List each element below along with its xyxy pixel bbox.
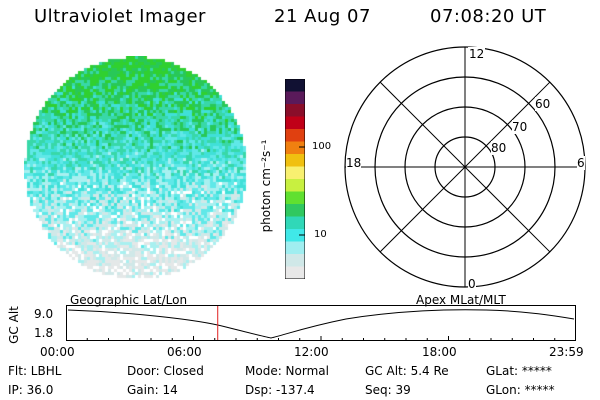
colorbar-tick-label-10: 10 xyxy=(314,229,327,240)
colorbar-cell xyxy=(285,154,305,167)
mlt-label-12: 12 xyxy=(468,47,486,61)
gc-alt-max-label: 9.0 xyxy=(34,307,54,321)
colorbar-cell xyxy=(285,191,305,205)
glon-readout: GLon: ***** xyxy=(486,383,555,397)
gc-alt-axis-label: GC Alt xyxy=(7,306,21,344)
polar-grid xyxy=(344,46,586,288)
colorbar-cell xyxy=(285,229,305,242)
colorbar-cell xyxy=(285,204,305,217)
apex-coords-label: Apex MLat/MLT xyxy=(416,293,506,307)
colorbar-cell xyxy=(285,104,305,117)
colorbar-unit-label: photon cm⁻²s⁻¹ xyxy=(259,139,273,233)
mlat-label-80: 80 xyxy=(491,141,507,155)
colorbar-cell xyxy=(285,129,305,142)
x-tick-2359: 23:59 xyxy=(549,345,584,359)
altitude-timeline xyxy=(66,305,576,341)
colorbar-cell xyxy=(285,79,305,92)
gc-alt-min-label: 1.8 xyxy=(34,326,54,340)
altitude-curve xyxy=(67,309,575,339)
gc-alt-readout: GC Alt: 5.4 Re xyxy=(365,364,449,378)
colorbar-cell xyxy=(285,241,305,255)
x-tick-0000: 00:00 xyxy=(40,345,75,359)
mlt-label-18: 18 xyxy=(346,156,362,170)
date-label: 21 Aug 07 xyxy=(274,6,371,27)
seq-readout: Seq: 39 xyxy=(365,383,411,397)
mlat-label-70: 70 xyxy=(512,120,528,134)
auroral-image xyxy=(24,56,248,280)
mlt-label-0: 0 xyxy=(468,277,476,291)
polar-meridian-diag-2 xyxy=(379,81,551,253)
dsp-readout: Dsp: -137.4 xyxy=(245,383,315,397)
x-tick-0600: 06:00 xyxy=(167,345,202,359)
instrument-title: Ultraviolet Imager xyxy=(34,6,206,27)
colorbar-cell xyxy=(285,266,305,279)
mode-readout: Mode: Normal xyxy=(245,364,329,378)
geographic-coords-label: Geographic Lat/Lon xyxy=(70,293,188,307)
colorbar-cell xyxy=(285,141,305,155)
colorbar-cell xyxy=(285,179,305,192)
colorbar xyxy=(285,79,305,279)
door-readout: Door: Closed xyxy=(127,364,204,378)
x-tick-1800: 18:00 xyxy=(422,345,457,359)
colorbar-cell xyxy=(285,254,305,267)
mlat-label-60: 60 xyxy=(535,97,551,111)
colorbar-tick-label-100: 100 xyxy=(312,141,332,152)
colorbar-cell xyxy=(285,216,305,230)
colorbar-cell xyxy=(285,91,305,105)
time-label: 07:08:20 UT xyxy=(430,6,547,27)
colorbar-cell xyxy=(285,166,305,180)
gain-readout: Gain: 14 xyxy=(127,383,178,397)
filter-readout: Flt: LBHL xyxy=(8,364,62,378)
glat-readout: GLat: ***** xyxy=(486,364,552,378)
ip-readout: IP: 36.0 xyxy=(8,383,54,397)
mlt-label-6: 6 xyxy=(577,156,585,170)
colorbar-cell xyxy=(285,116,305,130)
x-tick-1200: 12:00 xyxy=(294,345,329,359)
